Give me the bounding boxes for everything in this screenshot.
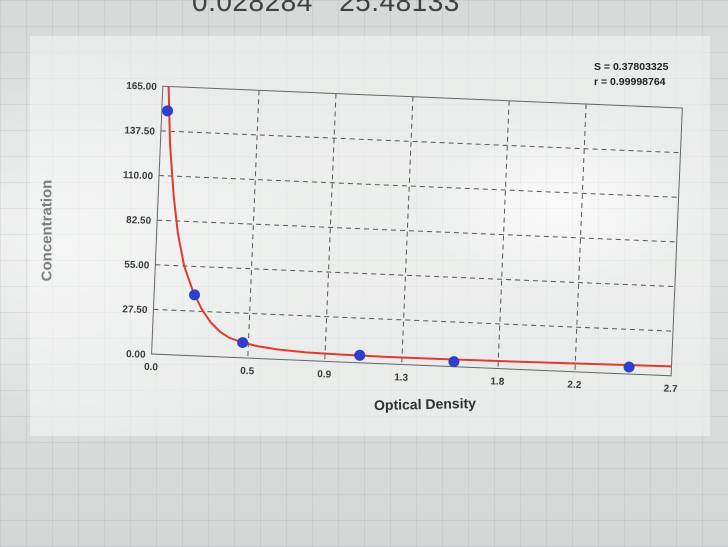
stat-r: r = 0.99998764 <box>594 76 666 88</box>
grid <box>153 90 681 372</box>
x-axis-ticks: 0.0 0.5 0.9 1.3 1.8 2.2 2.7 <box>144 362 678 395</box>
fit-curve <box>167 86 672 368</box>
grid-line-h <box>160 130 681 154</box>
y-tick-label: 55.00 <box>124 259 150 271</box>
plot-frame <box>151 85 683 377</box>
data-point <box>189 289 201 301</box>
header-value-1: 0.028284 <box>192 0 313 17</box>
x-tick-label: 2.2 <box>567 379 582 391</box>
grid-line-h <box>159 175 679 198</box>
grid-line-h <box>157 219 677 243</box>
data-points <box>162 105 635 373</box>
chart-panel <box>30 36 710 436</box>
data-point <box>354 349 366 361</box>
x-tick-label: 1.8 <box>490 376 505 388</box>
data-point <box>448 356 460 368</box>
y-tick-label: 27.50 <box>122 304 148 316</box>
x-tick-label: 0.0 <box>144 362 159 374</box>
y-axis-label: Concentration <box>38 179 56 282</box>
grid-line-h <box>155 264 675 288</box>
y-tick-label: 110.00 <box>123 170 154 182</box>
fit-statistics: S = 0.37803325 r = 0.99998764 <box>594 60 668 90</box>
y-axis-ticks: 0.00 27.50 55.00 82.50 110.00 137.50 165.00 <box>122 81 157 361</box>
y-tick-label: 165.00 <box>126 81 157 93</box>
data-point <box>623 361 635 373</box>
x-tick-label: 2.7 <box>663 384 678 396</box>
y-tick-label: 0.00 <box>126 349 146 361</box>
data-point <box>162 105 174 117</box>
grid-line-h <box>153 308 674 332</box>
stat-s: S = 0.37803325 <box>594 61 669 73</box>
y-tick-label: 82.50 <box>126 215 152 227</box>
x-tick-label: 1.3 <box>394 372 409 384</box>
x-tick-label: 0.9 <box>317 369 332 381</box>
header-values: 0.028284 25.48133 <box>192 0 478 18</box>
data-point <box>237 337 249 349</box>
y-tick-label: 137.50 <box>124 125 155 137</box>
header-value-2: 25.48133 <box>339 0 460 17</box>
x-axis-label: Optical Density <box>373 394 477 414</box>
x-tick-label: 0.5 <box>240 366 255 378</box>
